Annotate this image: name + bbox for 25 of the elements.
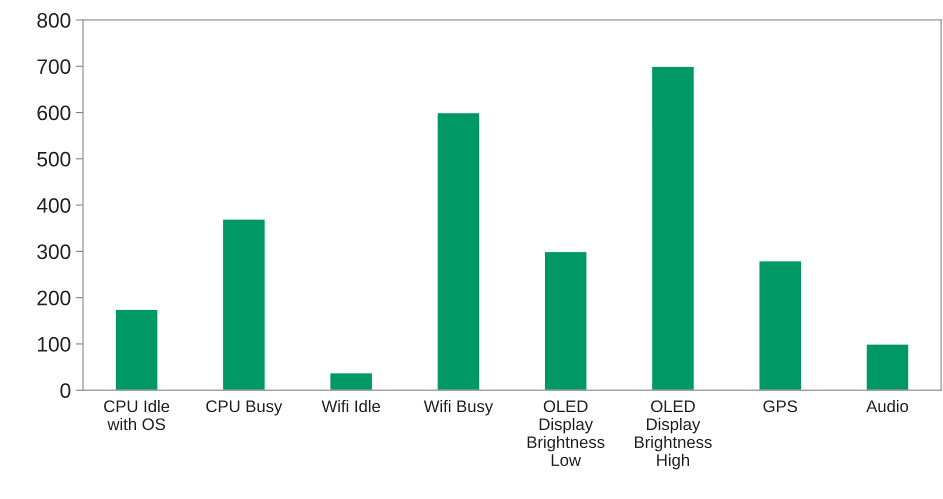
y-tick-label: 0 (60, 383, 70, 398)
y-tick-label: 500 (37, 152, 70, 167)
y-tick-label: 300 (37, 244, 70, 260)
bar (114, 308, 159, 390)
bar (222, 218, 266, 390)
y-tick-label: 600 (37, 106, 70, 120)
x-tick-label: OLED Display Brightness Low (528, 400, 604, 466)
x-tick-label: Wifi Busy (424, 400, 494, 416)
x-tick-label: OLED Display Brightness High (634, 400, 712, 470)
bar (329, 372, 374, 390)
y-tick-label: 800 (37, 12, 70, 28)
y-tick-label: 400 (36, 198, 70, 213)
x-tick-label: Wifi Idle (322, 400, 380, 412)
x-tick-label: Audio (866, 400, 908, 412)
x-tick-label: CPU Idle with OS (104, 400, 170, 430)
y-tick-label: 200 (37, 290, 70, 306)
y-tick-label: 100 (38, 336, 70, 352)
bar (436, 112, 481, 390)
x-tick-label: CPU Busy (206, 400, 282, 416)
bar (650, 66, 696, 390)
bar (865, 343, 910, 390)
bar (544, 250, 588, 390)
x-tick-label: GPS (763, 400, 798, 412)
bar (758, 260, 802, 390)
y-tick-label: 700 (37, 59, 70, 74)
